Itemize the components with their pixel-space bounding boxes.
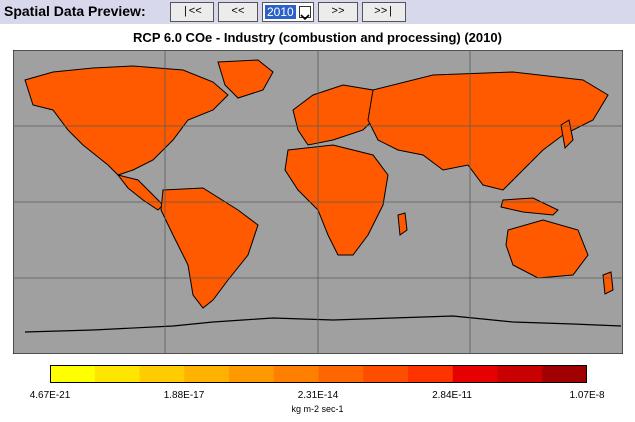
colorbar-swatch: [94, 365, 140, 383]
land-south-america: [160, 187, 259, 309]
land-new-zealand: [602, 271, 614, 295]
colorbar-swatch: [229, 365, 275, 383]
last-button[interactable]: >>|: [362, 2, 406, 22]
colorbar-swatch: [408, 365, 454, 383]
chevron-down-icon[interactable]: [299, 6, 311, 21]
colorbar-swatch: [452, 365, 498, 383]
antarctica-coastline: [24, 315, 622, 333]
colorbar-swatch: [363, 365, 409, 383]
colorbar-tick-label: 2.31E-14: [297, 390, 339, 401]
colorbar-tick-label: 2.84E-11: [432, 390, 472, 401]
next-button[interactable]: >>: [318, 2, 358, 22]
land-north-america: [24, 65, 229, 176]
colorbar-swatch: [497, 365, 543, 383]
colorbar-swatch: [318, 365, 364, 383]
emissions-map: [13, 50, 623, 354]
colorbar-swatch: [184, 365, 230, 383]
land-australia: [505, 219, 589, 279]
land-central-america: [116, 174, 164, 211]
land-africa: [284, 144, 389, 256]
colorbar-tick-label: 4.67E-21: [29, 390, 71, 401]
colorbar-tick-label: 1.07E-8: [569, 390, 605, 401]
colorbar-frame: [50, 365, 587, 383]
map-grid: [13, 50, 623, 354]
land-greenland: [217, 59, 274, 99]
land-asia: [367, 71, 609, 191]
prev-button[interactable]: <<: [218, 2, 258, 22]
first-button[interactable]: |<<: [170, 2, 214, 22]
colorbar-swatch: [50, 365, 96, 383]
colorbar-swatch: [273, 365, 319, 383]
colorbar-tick-label: 1.88E-17: [163, 390, 205, 401]
year-select[interactable]: 2010: [262, 2, 314, 22]
colorbar-swatch: [139, 365, 185, 383]
toolbar: Spatial Data Preview: |<< << 2010 >> >>|: [0, 0, 635, 24]
colorbar-swatch: [542, 365, 587, 383]
toolbar-label: Spatial Data Preview:: [4, 3, 146, 19]
year-selected-value: 2010: [265, 5, 296, 19]
map-land: [24, 59, 614, 309]
chart-title: RCP 6.0 COe - Industry (combustion and p…: [133, 30, 502, 45]
land-madagascar: [397, 212, 408, 236]
colorbar-unit-label: kg m-2 sec-1: [291, 404, 344, 414]
land-japan: [560, 119, 574, 150]
colorbar: [50, 365, 587, 383]
